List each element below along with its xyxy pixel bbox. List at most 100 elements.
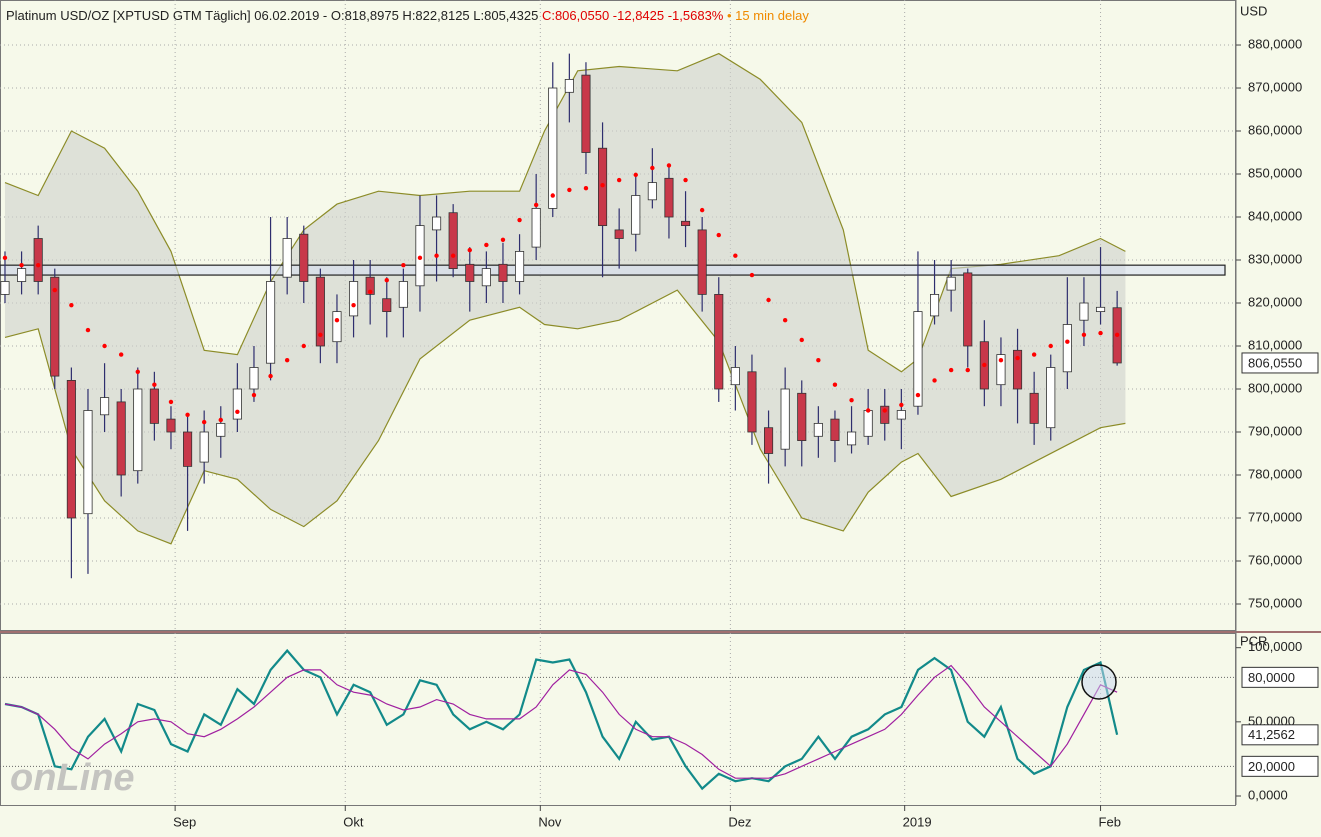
ma-dot [650,165,655,171]
y-tick-label: 800,0000 [1248,380,1302,395]
ma-dot [683,177,688,183]
candle-body [963,272,973,347]
candle-body [913,311,923,407]
annotation-circle [1081,664,1117,700]
candle-body [564,79,574,93]
ma-dot [965,367,970,373]
ma-dot [1065,339,1070,344]
value-badge [1241,755,1319,777]
candle-body [1012,349,1023,390]
oscillator-line [4,648,1119,791]
ma-dot [118,352,124,357]
ma-dot [401,262,406,268]
ma-dot [185,412,190,417]
oscillator-axis-label: PCR [1240,633,1267,648]
candle-body [0,281,10,295]
candle-body [797,392,807,441]
y-tick-label: 760,0000 [1248,552,1302,567]
candle-body [498,263,508,282]
ma-dot [152,382,157,387]
y-tick-label: 880,0000 [1248,36,1302,51]
ma-dot [583,186,589,191]
ma-dot [500,237,506,242]
ma-dot [450,253,456,258]
ma-dot [102,343,107,349]
ma-dot [1031,352,1037,357]
candle-body [481,268,491,287]
ma-dot [782,318,788,323]
ma-dot [268,373,273,379]
y-tick-label: 810,0000 [1248,337,1302,352]
candle-body [266,281,276,364]
ma-dot [417,255,423,261]
candle-body [1046,367,1056,429]
ma-dot [915,392,921,398]
ma-dot [600,182,605,188]
candle-body [17,268,27,282]
candle-body [149,388,159,424]
value-badge [1241,724,1319,746]
candle-body [714,294,724,390]
candle-body [183,431,193,467]
ma-dot [932,378,937,383]
ma-dot [201,419,207,425]
ma-dot [301,343,306,349]
candle-body [1079,302,1089,321]
ma-dot [849,397,854,403]
ma-dot [533,202,539,208]
candle-body [697,229,707,295]
band-fill [4,53,1126,544]
ma-dot [517,217,522,223]
x-tick-label: Nov [538,814,562,829]
candle-body [830,418,840,441]
ma-dot [865,408,871,413]
ma-dot [467,247,472,253]
candle-body [946,276,956,291]
ma-dot [749,272,755,278]
candle-body [880,405,890,424]
ma-dot [218,417,223,423]
candle-body [166,418,176,433]
value-badge-label: 20,0000 [1248,759,1295,774]
value-badge-label: 806,0550 [1248,355,1302,370]
candle-body [631,195,641,235]
ma-dot [69,302,74,308]
ma-dot [1048,343,1053,349]
ma-dot [85,327,91,333]
candle-body [332,311,342,343]
x-tick-label: Dez [728,814,751,829]
y-tick-label: 830,0000 [1248,251,1302,266]
header-info: Platinum USD/OZ [XPTUSD GTM Täglich] 06.… [6,8,538,23]
ma-dot [567,187,572,193]
ma-dot [699,207,705,213]
y-tick-label: 0,0000 [1248,787,1288,802]
x-tick-label: 2019 [903,814,932,829]
band-lower [4,289,1126,545]
x-tick-label: Feb [1099,814,1121,829]
ma-dot [899,402,904,408]
ma-dot [948,367,954,373]
ma-dot [766,297,771,303]
y-tick-label: 790,0000 [1248,423,1302,438]
ma-dot [816,357,821,363]
candle-body [282,238,292,278]
y-tick-label: 770,0000 [1248,509,1302,524]
ma-dot [135,369,140,374]
ma-dot [633,172,638,178]
ma-dot [284,357,290,363]
ma-dot [1098,330,1103,336]
value-badge [1241,352,1319,374]
ma-dot [484,242,489,248]
ma-dot [52,287,57,293]
oscillator-line [4,664,1118,779]
candle-body [100,397,110,416]
candle-body [863,410,873,437]
ma-dot [550,193,555,198]
x-tick-label: Sep [173,814,196,829]
ma-dot [334,318,340,323]
candle-body [365,276,375,295]
candle-body [249,367,259,390]
header-close: C:806,0550 -12,8425 -1,5683% [542,8,724,23]
candle-body [1029,392,1039,424]
ma-dot [235,409,240,414]
